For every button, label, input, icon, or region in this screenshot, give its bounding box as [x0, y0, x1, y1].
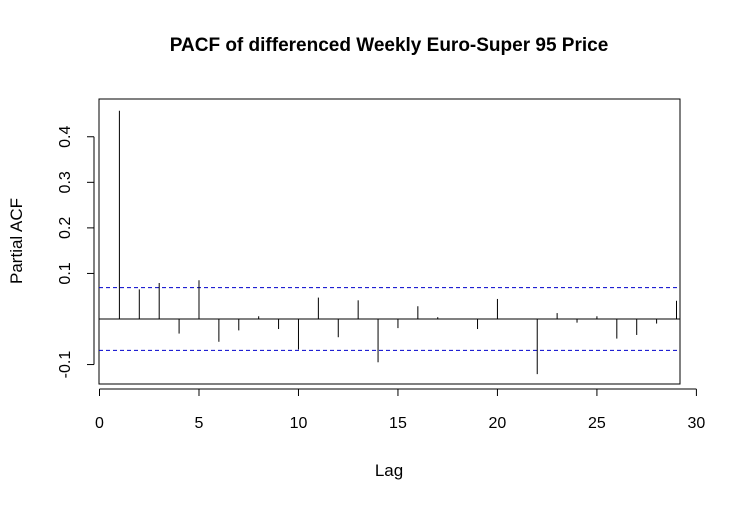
- plot-frame: [98, 98, 681, 385]
- x-tick-label: 10: [290, 415, 308, 432]
- x-tick-label: 5: [195, 415, 204, 432]
- y-tick-label: 0.1: [57, 262, 74, 284]
- x-tick-label: 30: [688, 415, 706, 432]
- y-tick-label: 0.2: [57, 217, 74, 239]
- x-axis-label: Lag: [375, 461, 403, 480]
- x-tick-label: 15: [389, 415, 407, 432]
- y-tick-label: 0.4: [57, 126, 74, 148]
- x-tick-label: 0: [95, 415, 104, 432]
- y-axis-label: Partial ACF: [7, 198, 26, 284]
- pacf-spikes: [118, 110, 678, 375]
- x-axis: 0 5 10 15 20 25 30: [95, 388, 706, 432]
- x-tick-label: 20: [489, 415, 507, 432]
- y-axis: -0.1 0.1 0.2 0.3 0.4: [57, 126, 95, 379]
- y-tick-label: -0.1: [57, 351, 74, 379]
- x-tick-label: 25: [588, 415, 606, 432]
- y-tick-label: 0.3: [57, 171, 74, 193]
- chart-title: PACF of differenced Weekly Euro-Super 95…: [170, 35, 609, 56]
